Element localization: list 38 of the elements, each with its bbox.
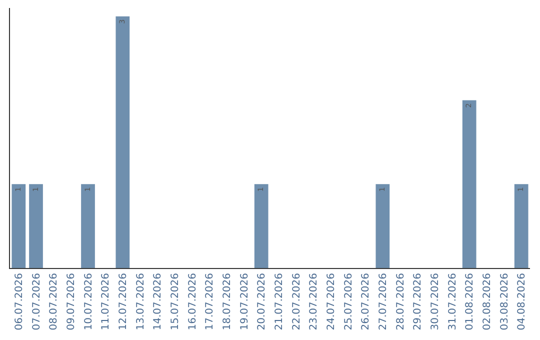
x-tick-label: 04.08.2026 (516, 273, 528, 330)
x-tick-label: 27.07.2026 (378, 273, 389, 330)
x-tick-label: 06.07.2026 (14, 273, 25, 330)
x-tick-label: 03.08.2026 (499, 273, 510, 330)
data-label: 3 (117, 19, 126, 24)
x-tick-label: 23.07.2026 (308, 273, 320, 330)
x-tick-label: 13.07.2026 (135, 273, 146, 330)
x-tick-label: 30.07.2026 (430, 273, 441, 330)
x-tick-label: 12.07.2026 (118, 273, 129, 330)
x-tick-label: 02.08.2026 (482, 273, 493, 330)
data-label: 2 (464, 103, 474, 108)
x-tick-label: 01.08.2026 (464, 273, 476, 330)
x-tick-label: 24.07.2026 (326, 273, 337, 330)
x-tick-label: 09.07.2026 (66, 273, 77, 330)
x-tick-label: 14.07.2026 (152, 273, 164, 330)
x-tick-label: 18.07.2026 (222, 273, 233, 330)
data-label: 1 (256, 187, 266, 192)
x-tick-label: 28.07.2026 (395, 273, 406, 330)
x-tick-label: 15.07.2026 (170, 273, 181, 330)
data-label: 1 (13, 187, 22, 192)
x-tick-label: 25.07.2026 (343, 273, 354, 330)
x-tick-label: 07.07.2026 (31, 273, 42, 330)
x-tick-label: 11.07.2026 (100, 273, 112, 330)
x-tick-label: 17.07.2026 (204, 273, 216, 330)
x-tick-label: 21.07.2026 (274, 273, 285, 330)
x-tick-label: 19.07.2026 (239, 273, 250, 330)
x-tick-label: 16.07.2026 (187, 273, 198, 330)
data-label: 1 (516, 187, 526, 192)
x-tick-label: 26.07.2026 (360, 273, 372, 330)
data-label: 1 (377, 187, 386, 192)
x-tick-label: 08.07.2026 (48, 273, 60, 330)
x-tick-label: 22.07.2026 (291, 273, 302, 330)
x-tick-label: 20.07.2026 (256, 273, 268, 330)
x-tick-label: 10.07.2026 (83, 273, 94, 330)
data-label: 1 (82, 187, 92, 192)
data-label: 1 (30, 187, 40, 192)
x-tick-label: 31.07.2026 (447, 273, 458, 330)
x-tick-label: 29.07.2026 (412, 273, 424, 330)
